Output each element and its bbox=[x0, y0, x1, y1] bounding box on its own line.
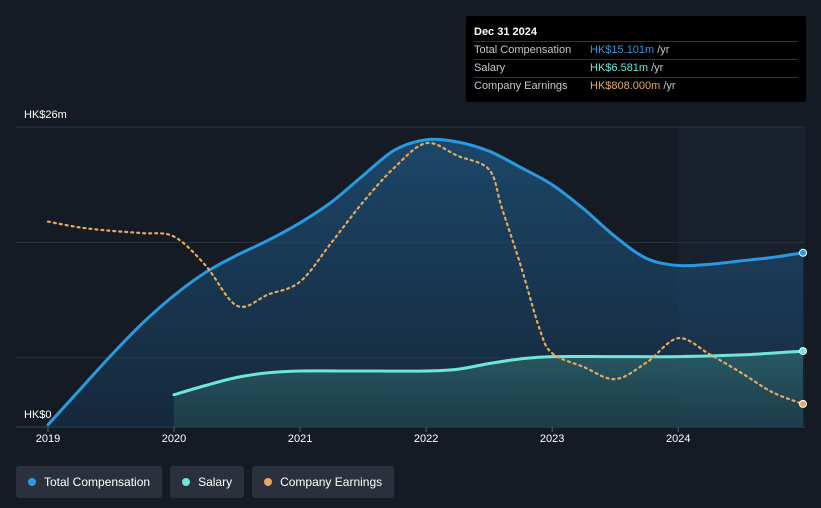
x-tick-label: 2024 bbox=[666, 433, 690, 445]
legend-dot-icon bbox=[182, 478, 191, 486]
tooltip-value: HK$808.000m bbox=[590, 80, 661, 92]
y-axis-top-label: HK$26m bbox=[24, 109, 67, 121]
tooltip-unit: /yr bbox=[663, 80, 676, 92]
tooltip-label: Company Earnings bbox=[474, 80, 568, 92]
line-company-earnings bbox=[46, 141, 805, 405]
line-salary bbox=[172, 349, 805, 397]
tooltip-label: Total Compensation bbox=[474, 44, 572, 56]
x-tick-label: 2021 bbox=[288, 433, 312, 445]
legend-label: Salary bbox=[198, 475, 233, 489]
tooltip-row-company-earnings: Company Earnings HK$808.000m /yr bbox=[474, 77, 798, 95]
x-tick-label: 2022 bbox=[414, 433, 438, 445]
tooltip: Dec 31 2024 Total Compensation HK$15.101… bbox=[466, 16, 806, 102]
legend-item-total-compensation[interactable]: Total Compensation bbox=[16, 466, 163, 498]
tooltip-value: HK$6.581m bbox=[590, 62, 649, 74]
x-tick-label: 2023 bbox=[540, 433, 564, 445]
x-tick-label: 2019 bbox=[36, 433, 60, 445]
endpoint-total-compensation[interactable] bbox=[799, 248, 807, 257]
tooltip-date: Dec 31 2024 bbox=[474, 26, 537, 38]
line-total-compensation bbox=[46, 137, 805, 427]
tooltip-unit: /yr bbox=[657, 44, 670, 56]
legend-item-company-earnings[interactable]: Company Earnings bbox=[252, 466, 395, 498]
endpoint-company-earnings[interactable] bbox=[799, 399, 807, 408]
legend-label: Company Earnings bbox=[280, 475, 383, 489]
x-axis: 2019 2020 2021 2022 2023 2024 bbox=[36, 427, 690, 445]
y-axis-bottom-label: HK$0 bbox=[24, 409, 52, 421]
area-fills bbox=[48, 139, 803, 428]
series-lines bbox=[46, 137, 805, 427]
x-tick-label: 2020 bbox=[162, 433, 186, 445]
tooltip-row-total-compensation: Total Compensation HK$15.101m /yr bbox=[474, 41, 798, 59]
tooltip-row-salary: Salary HK$6.581m /yr bbox=[474, 59, 798, 77]
tooltip-value: HK$15.101m bbox=[590, 44, 655, 56]
endpoint-salary[interactable] bbox=[799, 347, 807, 356]
series-endpoints bbox=[799, 248, 807, 408]
legend: Total Compensation Salary Company Earnin… bbox=[16, 466, 395, 498]
area-salary bbox=[174, 351, 803, 427]
legend-dot-icon bbox=[264, 478, 273, 486]
tooltip-unit: /yr bbox=[651, 62, 664, 74]
tooltip-label: Salary bbox=[474, 62, 506, 74]
area-total-compensation bbox=[48, 139, 803, 428]
legend-item-salary[interactable]: Salary bbox=[170, 466, 245, 498]
legend-label: Total Compensation bbox=[44, 475, 151, 489]
legend-dot-icon bbox=[28, 478, 36, 486]
